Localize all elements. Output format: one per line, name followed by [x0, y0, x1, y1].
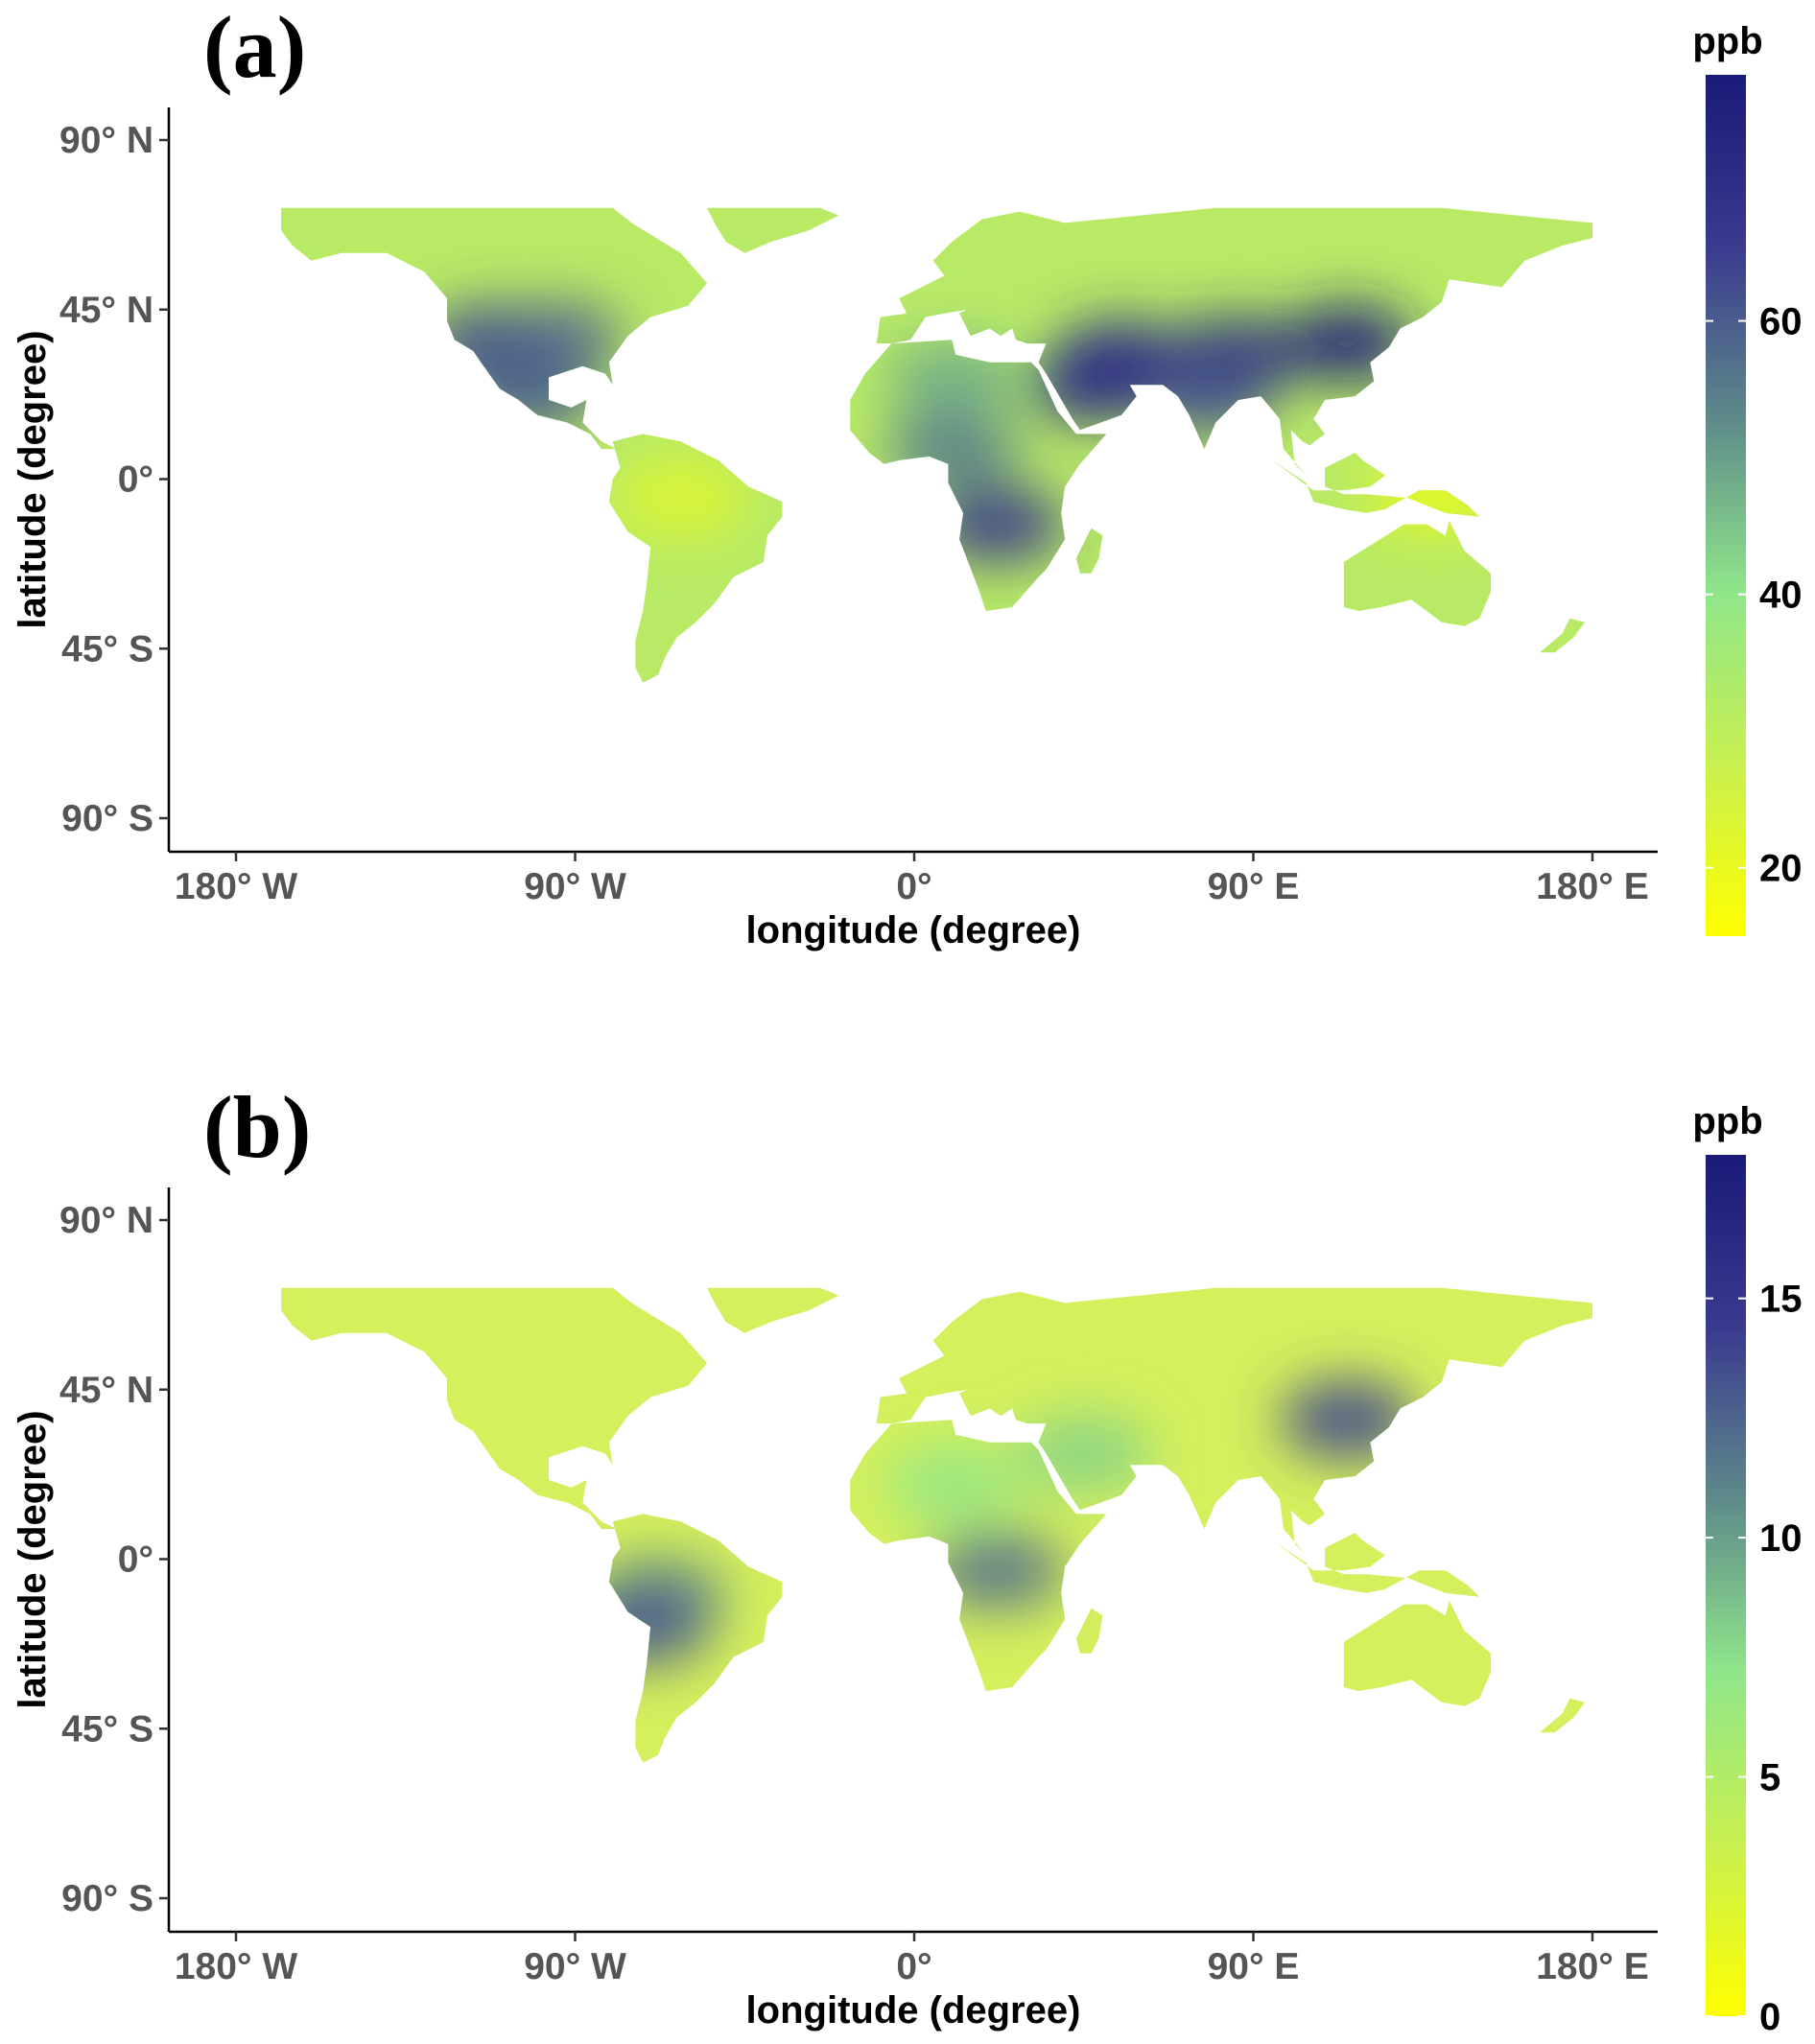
map-figure: 90° N 45° N 0° 45° S 90° S 180° W 90° W 0° 90° E… [12, 1100, 1803, 2038]
colorbar-tick-label: 40 [1759, 575, 1803, 617]
y-tick-label: 45° S [61, 1708, 153, 1750]
colorbar-tick-label: 60 [1759, 301, 1803, 343]
hotspot-sahara-north [884, 339, 1020, 416]
hotspot-india [1141, 358, 1276, 435]
hotspot-sahel [884, 411, 1020, 488]
landmass-indonesia [1272, 1533, 1480, 1597]
colorbar-tick-label: 10 [1759, 1517, 1803, 1560]
x-tick-label: 90° W [524, 1946, 626, 1987]
y-tick-label: 90° N [59, 120, 153, 161]
y-tick-label: 45° S [61, 628, 153, 670]
landmass-madagascar [1075, 1608, 1103, 1654]
y-tick-label: 45° N [59, 1370, 153, 1411]
y-tick-label: 90° S [61, 798, 153, 839]
landmass-australia [1343, 520, 1491, 626]
hotspot-north-china-plain [1280, 305, 1415, 383]
hotspot-middle-east [1016, 1415, 1151, 1492]
colorbar-gradient [1706, 75, 1746, 936]
x-tick-label: 180° E [1536, 866, 1649, 907]
map-area [281, 207, 1592, 683]
y-tick-label: 0° [118, 459, 153, 501]
y-axis-title: latitude (degree) [12, 1410, 54, 1708]
y-tick-label: 90° S [61, 1878, 153, 1919]
landmass-madagascar [1075, 528, 1103, 574]
hotspot-maritime-continent [1367, 456, 1502, 533]
colorbar-unit: ppb [1692, 1100, 1762, 1142]
colorbar: ppb 20 40 60 [1692, 20, 1803, 936]
x-tick-label: 90° E [1208, 1946, 1300, 1987]
x-tick-label: 180° E [1536, 1946, 1649, 1987]
landmass-new-zealand [1540, 1698, 1586, 1733]
x-tick-label: 180° W [175, 1946, 298, 1987]
panel-label: (a) [203, 0, 307, 96]
colorbar-gradient [1706, 1155, 1746, 2016]
landmass-greenland [707, 1287, 839, 1333]
hotspot-central-southern-africa [930, 485, 1065, 563]
x-tick-label: 0° [896, 1946, 931, 1987]
axes: 90° N 45° N 0° 45° S 90° S 180° W 90° W 0° 90° E… [12, 1187, 1658, 2032]
colorbar-tick-label: 0 [1759, 1996, 1780, 2038]
hotspot-andes [576, 1588, 711, 1666]
y-tick-label: 45° N [59, 290, 153, 331]
map-area [281, 1287, 1592, 1763]
landmass-new-zealand [1540, 618, 1586, 653]
hotspot-amazon [613, 459, 748, 537]
axes: 90° N 45° N 0° 45° S 90° S 180° W 90° W 0° 90° E… [12, 107, 1658, 952]
y-axis-title: latitude (degree) [12, 330, 54, 628]
hotspot-mexico [462, 358, 598, 435]
colorbar: ppb 0 5 10 15 [1692, 1100, 1802, 2038]
colorbar-tick-label: 5 [1759, 1757, 1780, 1799]
landmass-north-america [281, 1287, 707, 1530]
hotspot-congo-basin [930, 1532, 1065, 1609]
hotspot-sahara [884, 1445, 1020, 1522]
colorbar-unit: ppb [1692, 20, 1762, 62]
landmass-greenland [707, 207, 839, 253]
x-tick-label: 180° W [175, 866, 298, 907]
map-panel-b: (b) 90° N 45° N 0° 45° S 90° S 180° W 90° W 0° 9… [0, 1078, 1815, 2044]
map-panel-a: (a) 90° N 45° N 0° 45° S 90° S 180° W 90° W 0° 9… [0, 0, 1815, 998]
x-axis-title: longitude (degree) [746, 909, 1081, 952]
x-tick-label: 0° [896, 866, 931, 907]
colorbar-tick-label: 15 [1759, 1279, 1803, 1321]
hotspot-north-china-plain [1280, 1381, 1415, 1459]
panel-label: (b) [203, 1078, 312, 1176]
y-tick-label: 90° N [59, 1200, 153, 1241]
map-figure: 90° N 45° N 0° 45° S 90° S 180° W 90° W 0° 90° E… [12, 20, 1803, 952]
landmass-eurasia [876, 1287, 1592, 1556]
y-tick-label: 0° [118, 1539, 153, 1581]
colorbar-tick-label: 20 [1759, 848, 1803, 890]
x-axis-title: longitude (degree) [746, 1989, 1081, 2032]
landmass-australia [1343, 1600, 1491, 1706]
x-tick-label: 90° W [524, 866, 626, 907]
x-tick-label: 90° E [1208, 866, 1300, 907]
